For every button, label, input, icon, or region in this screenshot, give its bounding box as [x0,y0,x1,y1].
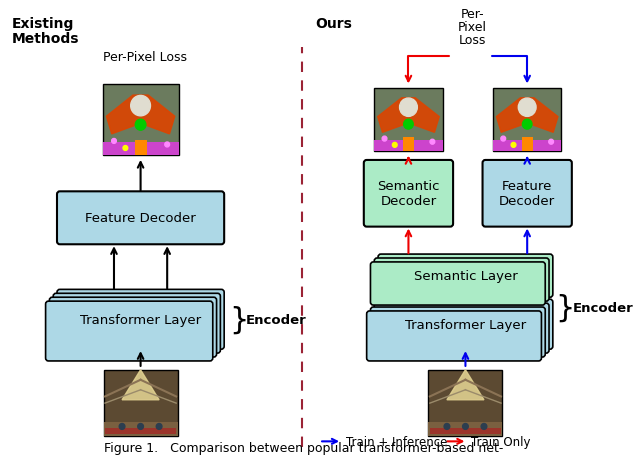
Circle shape [463,424,468,430]
FancyBboxPatch shape [378,255,553,297]
Text: Train + Inference: Train + Inference [346,435,447,448]
Bar [106,428,176,435]
Circle shape [511,143,516,148]
Bar [374,140,443,152]
Text: }: } [229,305,248,334]
Polygon shape [106,96,175,134]
Bar [493,89,561,152]
Text: Train Only: Train Only [471,435,531,448]
Text: Transformer Layer: Transformer Layer [405,318,526,331]
Polygon shape [447,370,484,400]
Circle shape [548,140,554,145]
Bar [493,140,561,152]
Polygon shape [122,370,159,400]
Bar [428,370,502,437]
Text: Semantic Layer: Semantic Layer [413,269,517,283]
FancyBboxPatch shape [57,290,224,349]
Bar [428,422,502,437]
Bar [102,143,179,156]
Circle shape [430,140,435,145]
Text: Transformer Layer: Transformer Layer [80,313,201,326]
Text: Feature Decoder: Feature Decoder [85,212,196,225]
Circle shape [119,424,125,430]
FancyBboxPatch shape [371,308,545,357]
Circle shape [156,424,162,430]
Bar [403,138,414,152]
Circle shape [131,96,150,117]
Circle shape [382,137,387,142]
Text: Semantic
Decoder: Semantic Decoder [377,180,440,208]
FancyBboxPatch shape [378,300,553,349]
Circle shape [399,99,417,117]
Bar [104,422,178,437]
Polygon shape [497,99,558,133]
Text: Existing
Methods: Existing Methods [12,17,79,46]
Text: Per-
Pixel
Loss: Per- Pixel Loss [458,8,487,47]
Text: Figure 1.   Comparison between popular transformer-based net-: Figure 1. Comparison between popular tra… [104,441,504,454]
Circle shape [404,120,413,130]
FancyBboxPatch shape [364,161,453,227]
Circle shape [444,424,450,430]
FancyBboxPatch shape [57,192,224,245]
FancyBboxPatch shape [371,263,545,305]
FancyBboxPatch shape [374,303,549,353]
Bar [134,140,147,156]
Circle shape [522,120,532,130]
Circle shape [392,143,397,148]
Text: Ours: Ours [316,17,352,31]
Circle shape [481,424,487,430]
Polygon shape [378,99,439,133]
Text: Encoder: Encoder [573,302,634,314]
Text: Per-Pixel Loss: Per-Pixel Loss [103,51,188,64]
FancyBboxPatch shape [53,294,220,353]
Circle shape [111,139,116,144]
FancyBboxPatch shape [483,161,572,227]
Circle shape [135,120,146,131]
FancyBboxPatch shape [49,297,216,357]
Circle shape [123,146,128,151]
Text: Feature
Decoder: Feature Decoder [499,180,556,208]
FancyBboxPatch shape [45,302,212,361]
Circle shape [165,143,170,148]
FancyBboxPatch shape [374,258,549,302]
Bar [102,85,179,156]
Bar [430,428,500,435]
Circle shape [501,137,506,142]
Bar [522,138,532,152]
FancyBboxPatch shape [367,311,541,361]
Circle shape [138,424,143,430]
Text: }: } [556,293,575,322]
Bar [104,370,178,437]
Bar [374,89,443,152]
Circle shape [518,99,536,117]
Text: Encoder: Encoder [246,313,307,326]
